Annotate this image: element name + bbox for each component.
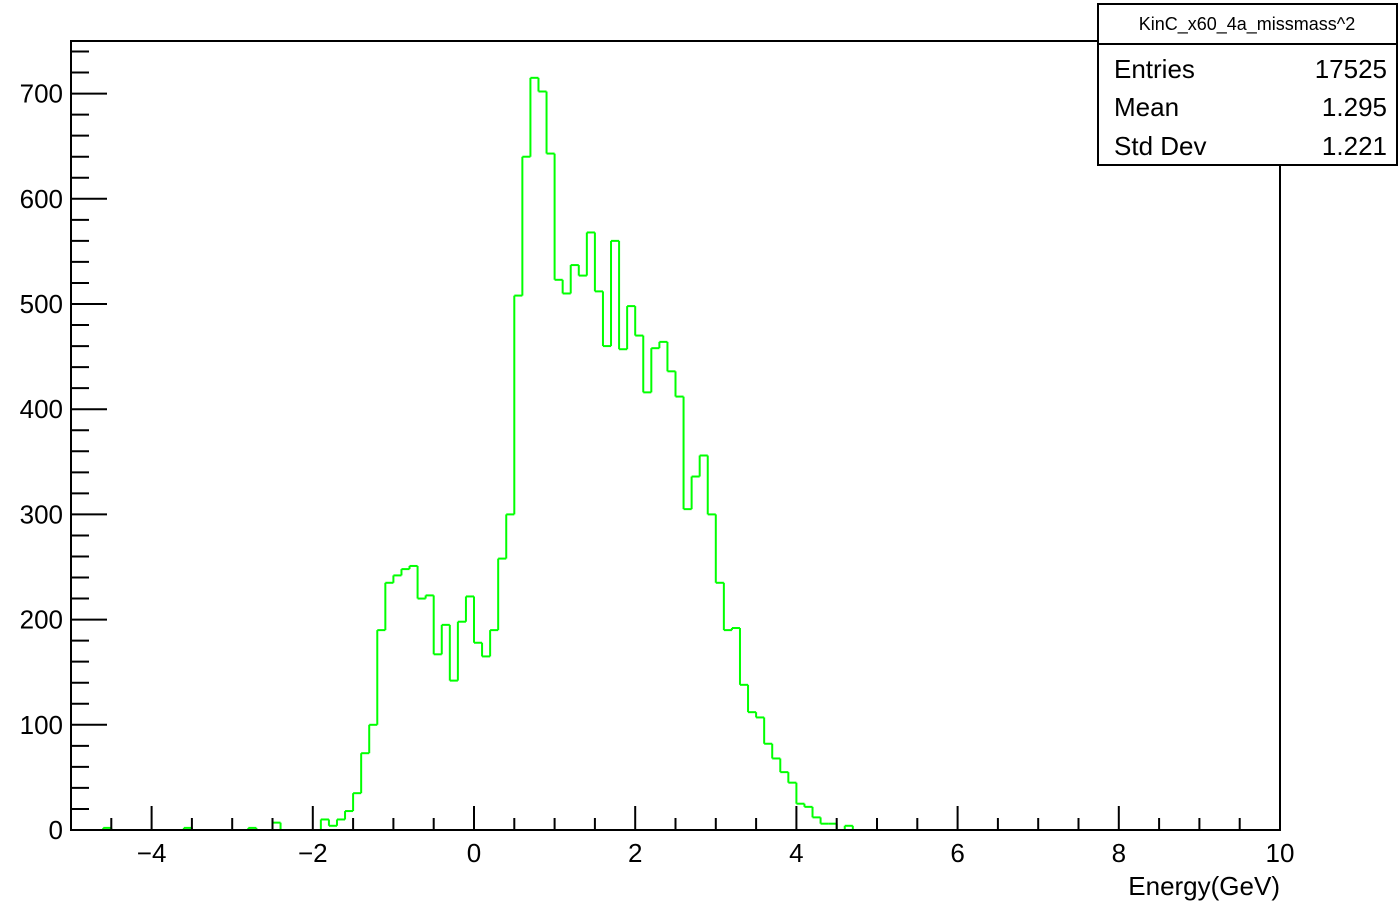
x-tick-label: 6 xyxy=(950,838,964,868)
stats-box-title: KinC_x60_4a_missmass^2 xyxy=(1139,14,1356,35)
y-axis: 0 100 200 300 400 500 600 700 xyxy=(20,50,107,845)
stats-entries-value: 17525 xyxy=(1315,54,1387,84)
x-tick-label: −2 xyxy=(298,838,328,868)
x-axis: −4 −2 0 2 4 6 8 10 xyxy=(70,806,1295,868)
x-tick-label: −4 xyxy=(137,838,167,868)
x-tick-label: 4 xyxy=(789,838,803,868)
y-tick-label: 500 xyxy=(20,289,63,319)
stats-box-frame xyxy=(1097,3,1398,166)
stats-stddev-label: Std Dev xyxy=(1114,131,1207,161)
x-axis-label: Energy(GeV) xyxy=(1128,871,1280,901)
y-tick-label: 200 xyxy=(20,605,63,635)
x-tick-label: 2 xyxy=(628,838,642,868)
y-tick-label: 700 xyxy=(20,79,63,109)
y-tick-label: 400 xyxy=(20,394,63,424)
x-tick-label: 0 xyxy=(467,838,481,868)
y-tick-label: 300 xyxy=(20,499,63,529)
x-tick-label: 8 xyxy=(1112,838,1126,868)
x-tick-label: 10 xyxy=(1266,838,1295,868)
stats-box: KinC_x60_4a_missmass^2 Entries 17525 Mea… xyxy=(1097,3,1398,166)
stats-mean-value: 1.295 xyxy=(1322,92,1387,122)
stats-mean-label: Mean xyxy=(1114,92,1179,122)
stats-entries-label: Entries xyxy=(1114,54,1195,84)
y-tick-label: 100 xyxy=(20,710,63,740)
y-tick-label: 600 xyxy=(20,184,63,214)
y-tick-label: 0 xyxy=(49,815,63,845)
stats-stddev-value: 1.221 xyxy=(1322,131,1387,161)
